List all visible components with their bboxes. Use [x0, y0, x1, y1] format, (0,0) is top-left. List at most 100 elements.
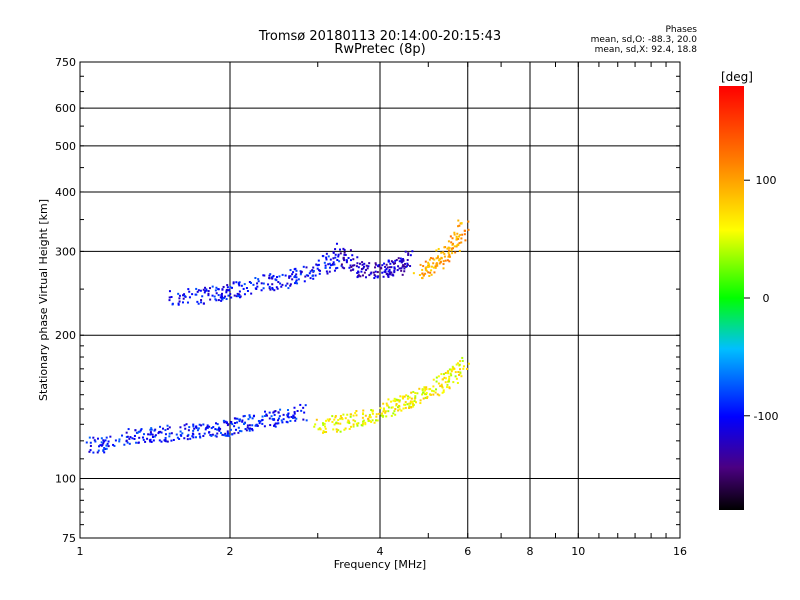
- data-point: [440, 251, 443, 254]
- data-point: [272, 274, 275, 277]
- data-point: [450, 241, 453, 244]
- data-point: [448, 255, 451, 258]
- data-point: [279, 282, 282, 285]
- y-tick-label: 600: [55, 102, 76, 115]
- data-point: [276, 287, 279, 290]
- data-point: [210, 427, 213, 430]
- data-point: [121, 434, 124, 437]
- data-point: [331, 263, 334, 266]
- data-point: [164, 433, 167, 436]
- data-point: [182, 297, 185, 300]
- data-point: [219, 296, 222, 299]
- data-point: [150, 433, 153, 436]
- data-point: [273, 410, 276, 413]
- data-point: [321, 422, 324, 425]
- data-point: [435, 380, 438, 383]
- data-point: [376, 419, 379, 422]
- data-point: [412, 272, 415, 275]
- data-point: [150, 427, 153, 430]
- data-point: [315, 418, 318, 421]
- data-point: [375, 413, 378, 416]
- data-point: [455, 236, 458, 239]
- data-point: [435, 249, 438, 252]
- data-point: [393, 267, 396, 270]
- data-point: [178, 437, 181, 440]
- data-point: [179, 426, 182, 429]
- data-point: [198, 432, 201, 435]
- data-point: [171, 303, 174, 306]
- data-point: [428, 258, 431, 261]
- data-point: [402, 258, 405, 261]
- data-point: [402, 407, 405, 410]
- data-point: [440, 383, 443, 386]
- data-point: [387, 273, 390, 276]
- data-point: [450, 374, 453, 377]
- data-point: [271, 288, 274, 291]
- data-point: [216, 432, 219, 435]
- y-axis-label: Stationary phase Virtual Height [km]: [37, 199, 50, 401]
- data-point: [164, 429, 167, 432]
- data-point: [268, 417, 271, 420]
- data-point: [113, 444, 116, 447]
- data-point: [325, 419, 328, 422]
- data-point: [268, 411, 271, 414]
- data-point: [131, 437, 134, 440]
- data-point: [201, 295, 204, 298]
- data-point: [203, 432, 206, 435]
- data-point: [162, 427, 165, 430]
- data-point: [331, 415, 334, 418]
- data-point: [355, 410, 358, 413]
- data-point: [290, 415, 293, 418]
- data-point: [383, 409, 386, 412]
- data-point: [333, 263, 336, 266]
- data-point: [392, 412, 395, 415]
- data-point: [328, 270, 331, 273]
- data-point: [153, 429, 156, 432]
- data-point: [332, 261, 335, 264]
- data-point: [230, 296, 233, 299]
- data-point: [347, 257, 350, 260]
- data-point: [461, 359, 464, 362]
- data-point: [158, 431, 161, 434]
- data-point: [364, 414, 367, 417]
- data-point: [352, 419, 355, 422]
- data-point: [356, 271, 359, 274]
- data-point: [260, 289, 263, 292]
- data-point: [463, 233, 466, 236]
- data-point: [374, 263, 377, 266]
- data-point: [252, 415, 255, 418]
- data-point: [208, 425, 211, 428]
- data-point: [278, 275, 281, 278]
- data-point: [101, 443, 104, 446]
- data-point: [188, 290, 191, 293]
- data-point: [276, 422, 279, 425]
- data-point: [172, 438, 175, 441]
- data-point: [362, 267, 365, 270]
- data-point: [411, 250, 414, 253]
- data-point: [404, 406, 407, 409]
- data-point: [118, 440, 121, 443]
- data-point: [368, 262, 371, 265]
- data-point: [231, 423, 234, 426]
- data-point: [200, 424, 203, 427]
- data-point: [413, 397, 416, 400]
- data-point: [89, 441, 92, 444]
- data-point: [392, 399, 395, 402]
- data-point: [322, 431, 325, 434]
- data-point: [238, 296, 241, 299]
- data-point: [394, 262, 397, 265]
- data-point: [343, 248, 346, 251]
- data-point: [404, 262, 407, 265]
- data-point: [264, 410, 267, 413]
- data-point: [351, 268, 354, 271]
- data-point: [382, 410, 385, 413]
- data-point: [394, 400, 397, 403]
- data-point: [334, 415, 337, 418]
- x-tick-label: 1: [77, 545, 84, 558]
- data-point: [287, 416, 290, 419]
- data-point: [403, 270, 406, 273]
- data-point: [268, 274, 271, 277]
- data-point: [149, 433, 152, 436]
- data-point: [328, 418, 331, 421]
- data-point: [421, 277, 424, 280]
